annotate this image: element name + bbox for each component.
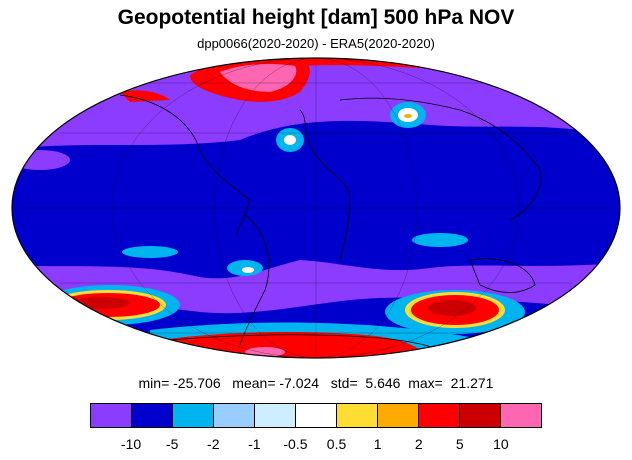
- mean-label: mean=: [232, 375, 276, 391]
- colorbar-box-10: [501, 404, 541, 427]
- field-spot-siberia-center: [404, 114, 412, 118]
- field-anom-se-dark: [428, 300, 476, 316]
- map-border: [11, 57, 621, 359]
- colorbar-box-1: [132, 404, 173, 427]
- max-label: max=: [408, 375, 443, 391]
- field-antarctic-red: [160, 332, 420, 358]
- mean-value: -7.024: [279, 375, 320, 391]
- field-west-purple: [12, 150, 70, 170]
- stats-line: min= -25.706 mean= -7.024 std= 5.646 max…: [0, 375, 632, 391]
- field-anom-sw-dark: [70, 297, 130, 309]
- field-anom-alaska: [120, 90, 170, 102]
- colorbar-tick-label: 0.5: [326, 436, 347, 452]
- field-spot-pacific: [122, 246, 178, 258]
- colorbar-tick-label: -2: [207, 436, 220, 452]
- colorbar-tick-label: -10: [120, 436, 142, 452]
- colorbar-tick-label: -1: [248, 436, 261, 452]
- colorbar-box-8: [419, 404, 460, 427]
- std-label: std=: [330, 375, 358, 391]
- colorbar-box-9: [460, 404, 501, 427]
- min-value: -25.706: [173, 375, 221, 391]
- field-spot-atlantic-core: [284, 135, 296, 145]
- colorbar-box-3: [214, 404, 255, 427]
- field-spot-samerica-core: [242, 267, 254, 273]
- colorbar-box-7: [378, 404, 419, 427]
- colorbar-box-0: [91, 404, 132, 427]
- field-spot-indian: [412, 233, 468, 247]
- colorbar-box-4: [255, 404, 296, 427]
- colorbar-tick-label: 2: [414, 436, 423, 452]
- colorbar: [90, 403, 542, 428]
- colorbar-tick-label: 10: [493, 436, 509, 452]
- colorbar-box-5: [296, 404, 337, 427]
- colorbar-box-2: [173, 404, 214, 427]
- field-anom-north-pink: [220, 64, 297, 92]
- plot-subtitle: dpp0066(2020-2020) - ERA5(2020-2020): [197, 36, 435, 51]
- colorbar-tick-label: -0.5: [283, 436, 308, 452]
- plot-title: Geopotential height [dam] 500 hPa NOV: [117, 6, 515, 29]
- colorbar-tick-label: -5: [165, 436, 179, 452]
- colorbar-tick-label: 5: [455, 436, 464, 452]
- std-value: 5.646: [365, 375, 401, 391]
- colorbar-box-6: [337, 404, 378, 427]
- min-label: min=: [138, 375, 170, 391]
- max-value: 21.271: [450, 375, 494, 391]
- colorbar-tick-label: 1: [373, 436, 382, 452]
